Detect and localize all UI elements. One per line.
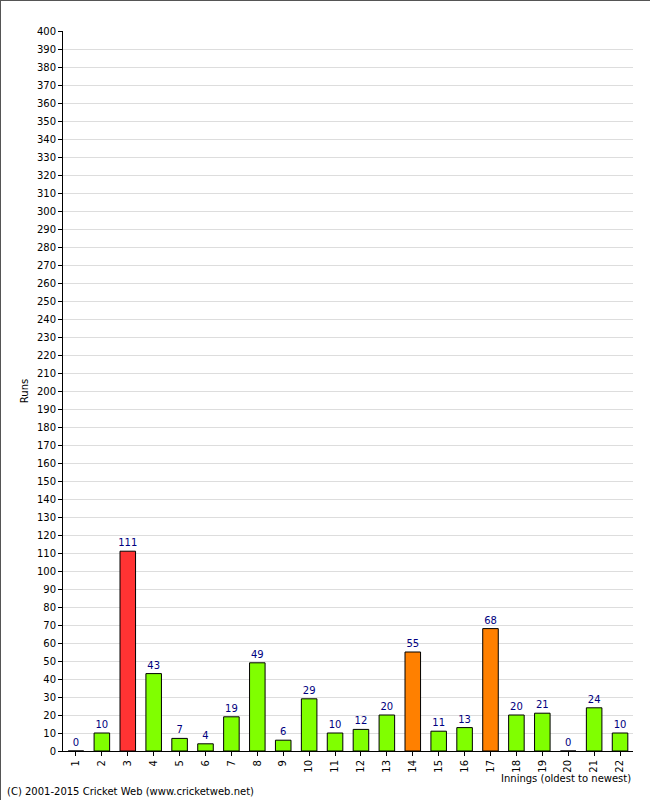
svg-text:0: 0 <box>73 737 79 748</box>
svg-text:111: 111 <box>118 537 137 548</box>
svg-text:260: 260 <box>37 278 56 289</box>
svg-text:340: 340 <box>37 134 56 145</box>
svg-text:250: 250 <box>37 296 56 307</box>
svg-text:90: 90 <box>43 584 56 595</box>
svg-text:10: 10 <box>303 760 314 773</box>
svg-text:10: 10 <box>43 728 56 739</box>
svg-text:19: 19 <box>225 703 238 714</box>
svg-text:43: 43 <box>147 660 160 671</box>
svg-text:68: 68 <box>484 615 497 626</box>
svg-text:21: 21 <box>588 760 599 773</box>
svg-text:380: 380 <box>37 62 56 73</box>
svg-text:0: 0 <box>50 746 56 757</box>
svg-text:15: 15 <box>433 760 444 773</box>
svg-text:20: 20 <box>380 701 393 712</box>
svg-text:24: 24 <box>588 694 601 705</box>
svg-text:110: 110 <box>37 548 56 559</box>
svg-text:18: 18 <box>511 760 522 773</box>
svg-text:240: 240 <box>37 314 56 325</box>
svg-text:19: 19 <box>537 760 548 773</box>
svg-text:200: 200 <box>37 386 56 397</box>
svg-text:1: 1 <box>70 760 81 766</box>
svg-text:10: 10 <box>95 719 108 730</box>
svg-text:160: 160 <box>37 458 56 469</box>
svg-text:370: 370 <box>37 80 56 91</box>
svg-text:80: 80 <box>43 602 56 613</box>
svg-text:290: 290 <box>37 224 56 235</box>
svg-text:2: 2 <box>96 760 107 766</box>
svg-text:220: 220 <box>37 350 56 361</box>
svg-text:320: 320 <box>37 170 56 181</box>
svg-text:20: 20 <box>562 760 573 773</box>
svg-text:140: 140 <box>37 494 56 505</box>
svg-text:16: 16 <box>459 760 470 773</box>
svg-text:49: 49 <box>251 649 264 660</box>
svg-text:Runs: Runs <box>19 379 30 403</box>
svg-text:7: 7 <box>226 760 237 766</box>
svg-text:6: 6 <box>200 760 211 766</box>
svg-text:4: 4 <box>148 760 159 766</box>
svg-text:13: 13 <box>381 760 392 773</box>
svg-text:8: 8 <box>252 760 263 766</box>
svg-text:12: 12 <box>355 760 366 773</box>
svg-text:0: 0 <box>565 737 571 748</box>
svg-text:3: 3 <box>122 760 133 766</box>
svg-text:10: 10 <box>614 719 627 730</box>
svg-text:5: 5 <box>174 760 185 766</box>
svg-text:11: 11 <box>329 760 340 773</box>
svg-text:180: 180 <box>37 422 56 433</box>
svg-text:300: 300 <box>37 206 56 217</box>
svg-text:70: 70 <box>43 620 56 631</box>
svg-text:150: 150 <box>37 476 56 487</box>
svg-text:350: 350 <box>37 116 56 127</box>
svg-text:Innings (oldest to newest): Innings (oldest to newest) <box>501 773 631 784</box>
svg-text:280: 280 <box>37 242 56 253</box>
svg-text:190: 190 <box>37 404 56 415</box>
svg-text:120: 120 <box>37 530 56 541</box>
svg-text:14: 14 <box>407 760 418 773</box>
svg-text:12: 12 <box>355 715 368 726</box>
svg-text:29: 29 <box>303 685 316 696</box>
svg-text:400: 400 <box>37 26 56 37</box>
svg-text:230: 230 <box>37 332 56 343</box>
svg-text:330: 330 <box>37 152 56 163</box>
svg-text:50: 50 <box>43 656 56 667</box>
svg-text:10: 10 <box>329 719 342 730</box>
svg-text:130: 130 <box>37 512 56 523</box>
svg-text:6: 6 <box>280 726 286 737</box>
svg-text:9: 9 <box>277 760 288 766</box>
svg-text:20: 20 <box>510 701 523 712</box>
svg-text:170: 170 <box>37 440 56 451</box>
svg-text:390: 390 <box>37 44 56 55</box>
svg-text:55: 55 <box>406 638 419 649</box>
svg-text:21: 21 <box>536 699 549 710</box>
svg-text:11: 11 <box>432 717 445 728</box>
svg-text:22: 22 <box>614 760 625 773</box>
svg-text:270: 270 <box>37 260 56 271</box>
svg-text:310: 310 <box>37 188 56 199</box>
svg-text:40: 40 <box>43 674 56 685</box>
svg-text:4: 4 <box>202 730 208 741</box>
svg-text:17: 17 <box>485 760 496 773</box>
svg-text:210: 210 <box>37 368 56 379</box>
svg-text:7: 7 <box>176 724 182 735</box>
svg-text:20: 20 <box>43 710 56 721</box>
svg-text:30: 30 <box>43 692 56 703</box>
svg-text:(C) 2001-2015 Cricket Web (www: (C) 2001-2015 Cricket Web (www.cricketwe… <box>7 786 254 797</box>
svg-text:100: 100 <box>37 566 56 577</box>
svg-text:13: 13 <box>458 714 471 725</box>
svg-text:60: 60 <box>43 638 56 649</box>
svg-text:360: 360 <box>37 98 56 109</box>
